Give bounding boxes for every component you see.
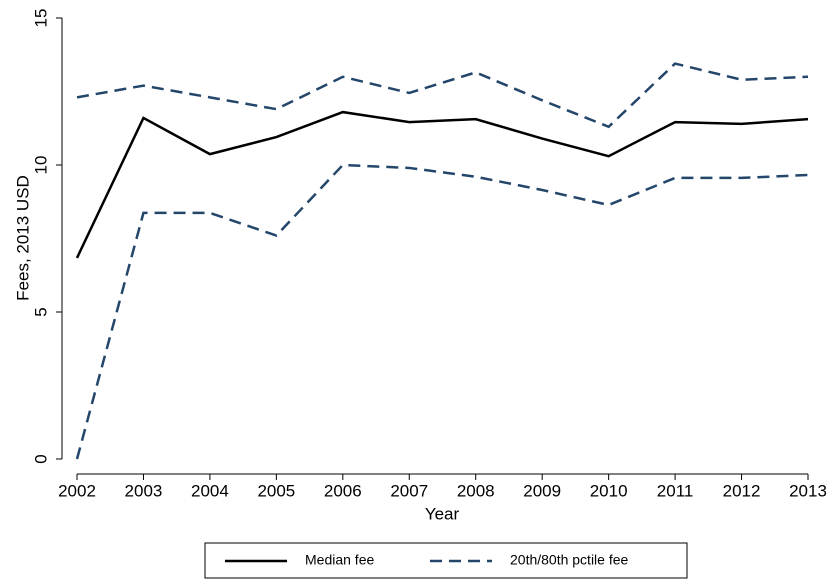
x-tick-label: 2012 xyxy=(723,481,761,500)
legend-label: 20th/80th pctile fee xyxy=(510,552,629,568)
x-tick-label: 2006 xyxy=(324,481,362,500)
x-tick-label: 2003 xyxy=(125,481,163,500)
y-tick-label: 15 xyxy=(31,9,50,28)
x-axis-label: Year xyxy=(425,504,460,523)
legend-box xyxy=(204,542,688,579)
x-tick-label: 2008 xyxy=(457,481,495,500)
y-tick-label: 5 xyxy=(31,307,50,316)
series-line xyxy=(75,163,809,460)
x-tick-label: 2005 xyxy=(257,481,295,500)
x-tick-label: 2013 xyxy=(789,481,827,500)
x-tick-label: 2009 xyxy=(523,481,561,500)
y-axis-label: Fees, 2013 USD xyxy=(13,175,32,301)
y-tick-label: 0 xyxy=(31,454,50,463)
x-tick-label: 2002 xyxy=(58,481,96,500)
y-tick-label: 10 xyxy=(31,156,50,175)
series-line xyxy=(75,110,809,259)
x-tick-label: 2007 xyxy=(390,481,428,500)
x-tick-label: 2010 xyxy=(590,481,628,500)
x-tick-label: 2011 xyxy=(657,481,694,500)
legend-label: Median fee xyxy=(305,552,374,568)
x-tick-label: 2004 xyxy=(191,481,229,500)
series-line xyxy=(76,62,809,129)
